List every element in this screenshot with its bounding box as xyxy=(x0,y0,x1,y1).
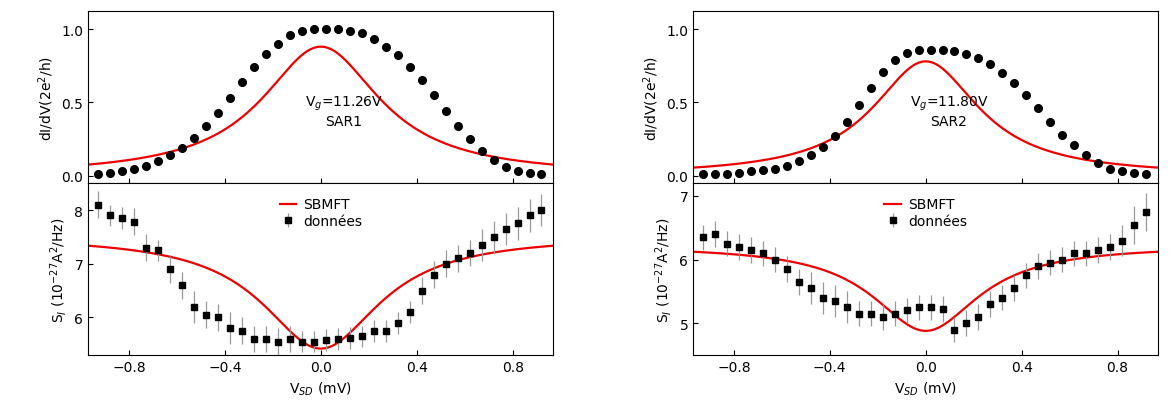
SBMFT xyxy=(313,346,327,351)
Y-axis label: S$_I$ (10$^{-27}$A$^2$/Hz): S$_I$ (10$^{-27}$A$^2$/Hz) xyxy=(653,217,674,322)
SBMFT xyxy=(547,244,561,249)
SBMFT xyxy=(393,285,407,290)
SBMFT xyxy=(918,329,933,334)
SBMFT xyxy=(201,266,215,271)
SBMFT xyxy=(1037,263,1051,268)
SBMFT xyxy=(896,320,910,325)
Y-axis label: dI/dV(2e$^2$/h): dI/dV(2e$^2$/h) xyxy=(36,56,55,140)
Y-axis label: S$_I$ (10$^{-27}$A$^2$/Hz): S$_I$ (10$^{-27}$A$^2$/Hz) xyxy=(48,217,69,322)
Line: SBMFT: SBMFT xyxy=(693,252,1158,331)
SBMFT xyxy=(1151,249,1165,254)
SBMFT xyxy=(997,278,1011,283)
SBMFT xyxy=(806,265,820,270)
X-axis label: V$_{SD}$ (mV): V$_{SD}$ (mV) xyxy=(895,380,957,397)
SBMFT xyxy=(686,249,700,254)
SBMFT xyxy=(163,255,178,260)
Text: V$_g$=11.80V
SAR2: V$_g$=11.80V SAR2 xyxy=(910,95,988,129)
SBMFT xyxy=(768,257,782,262)
SBMFT xyxy=(433,264,447,269)
Text: V$_g$=11.26V
SAR1: V$_g$=11.26V SAR1 xyxy=(305,95,383,129)
SBMFT xyxy=(81,244,95,249)
Legend: SBMFT, données: SBMFT, données xyxy=(274,192,368,233)
SBMFT xyxy=(292,337,306,342)
SBMFT xyxy=(961,303,975,308)
SBMFT xyxy=(356,317,370,322)
X-axis label: V$_{SD}$ (mV): V$_{SD}$ (mV) xyxy=(289,380,352,397)
Y-axis label: dI/dV(2e$^2$/h): dI/dV(2e$^2$/h) xyxy=(641,56,661,140)
Line: SBMFT: SBMFT xyxy=(88,246,554,349)
Legend: SBMFT, données: SBMFT, données xyxy=(878,192,973,233)
